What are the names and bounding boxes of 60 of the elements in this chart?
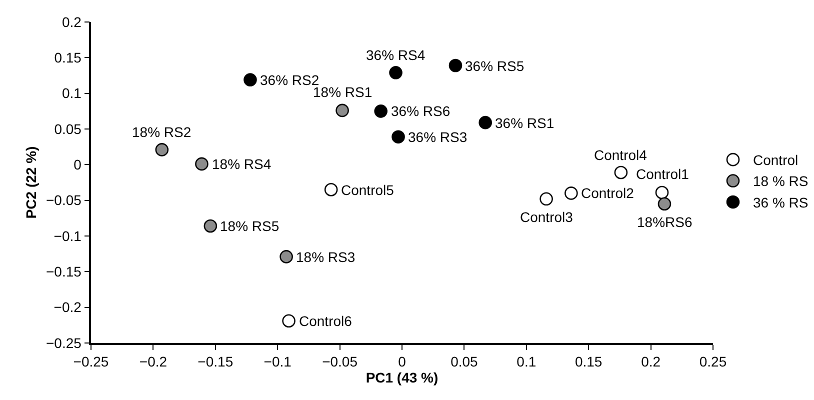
x-tick-label: 0.05 bbox=[450, 354, 478, 370]
y-tick-label: −0.1 bbox=[54, 228, 82, 244]
point bbox=[540, 192, 553, 206]
x-tick-label: 0.15 bbox=[574, 354, 602, 370]
y-axis-title: PC2 (22 %) bbox=[23, 146, 40, 219]
annotation: 18% RS3 bbox=[296, 249, 356, 265]
point bbox=[658, 197, 672, 211]
point bbox=[478, 116, 492, 130]
x-tick-label: −0.1 bbox=[264, 354, 292, 370]
annotation: 36% RS3 bbox=[408, 129, 468, 145]
annotation: Control3 bbox=[520, 209, 574, 225]
x-tick-label: −0.15 bbox=[198, 354, 234, 370]
y-tick-label: −0.25 bbox=[46, 334, 82, 351]
point bbox=[448, 58, 462, 72]
annotation: Control1 bbox=[636, 166, 690, 182]
point bbox=[244, 73, 257, 86]
x-tick-label: 0.25 bbox=[699, 354, 727, 370]
point bbox=[389, 66, 402, 80]
x-tick-label: −0.05 bbox=[322, 354, 358, 370]
annotation: 36% RS6 bbox=[391, 103, 450, 119]
annotation: Control2 bbox=[581, 185, 634, 201]
legend-label: 18 % RS bbox=[753, 173, 808, 190]
x-axis-title: PC1 (43 %) bbox=[366, 370, 438, 386]
point bbox=[155, 143, 169, 156]
x-tick-label: −0.2 bbox=[139, 354, 168, 370]
annotation: 18% RS2 bbox=[132, 124, 192, 140]
point bbox=[280, 250, 293, 264]
annotation: 18% RS4 bbox=[212, 156, 272, 172]
annotation: 36% RS1 bbox=[495, 115, 554, 131]
annotation: Control5 bbox=[341, 182, 394, 198]
x-tick-label: 0 bbox=[398, 354, 406, 370]
point bbox=[655, 186, 669, 200]
point bbox=[564, 186, 578, 200]
legend-label: Control bbox=[753, 152, 798, 168]
point bbox=[392, 130, 405, 144]
y-tick-label: 0.2 bbox=[62, 14, 82, 30]
y-tick-label: −0.15 bbox=[46, 264, 82, 280]
point bbox=[336, 104, 349, 118]
x-tick-label: 0.2 bbox=[641, 354, 661, 370]
y-tick-label: 0 bbox=[74, 156, 82, 173]
y-tick-label: 0.05 bbox=[54, 120, 82, 137]
point bbox=[324, 182, 338, 196]
point bbox=[204, 219, 218, 233]
annotation: 18% RS5 bbox=[220, 218, 280, 234]
x-tick-label: −0.25 bbox=[73, 354, 109, 370]
point bbox=[614, 166, 628, 180]
y-tick-label: −0.05 bbox=[46, 192, 82, 208]
annotation: Control6 bbox=[299, 313, 352, 329]
point bbox=[282, 314, 296, 328]
x-tick-label: 0.1 bbox=[516, 354, 536, 370]
point bbox=[374, 104, 388, 118]
y-tick-label: −0.2 bbox=[54, 299, 82, 316]
point bbox=[195, 157, 208, 171]
legend-label: 36 % RS bbox=[753, 194, 808, 210]
annotation: Control4 bbox=[594, 147, 648, 163]
annotation: 36% RS5 bbox=[465, 58, 524, 74]
y-tick-label: 0.15 bbox=[54, 50, 82, 66]
annotation: 36% RS4 bbox=[366, 47, 426, 63]
y-tick-label: 0.1 bbox=[62, 85, 82, 102]
annotation: 18%RS6 bbox=[637, 214, 692, 230]
